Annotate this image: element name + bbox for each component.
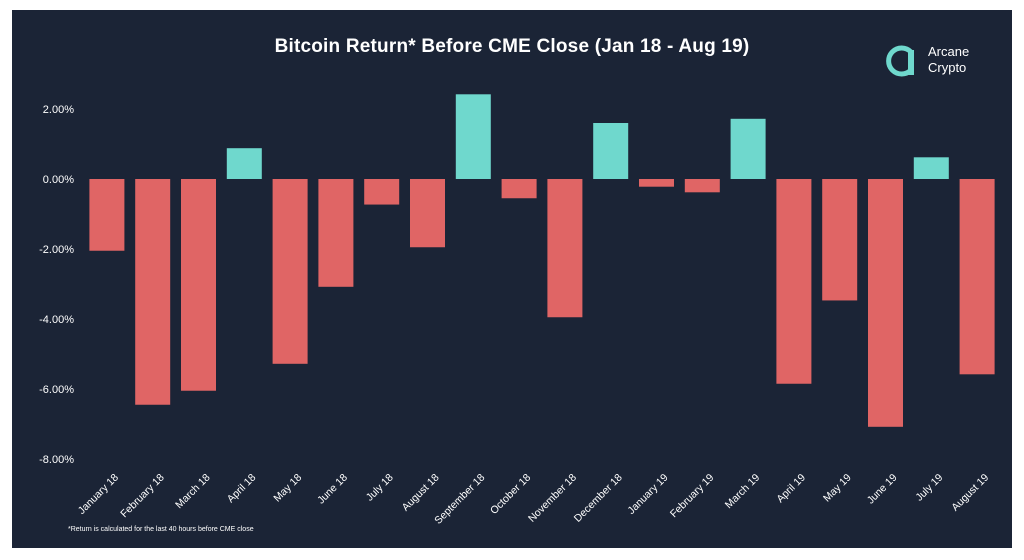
bar (593, 123, 629, 179)
brand-name-line1: Arcane (928, 44, 970, 59)
x-tick-label: July 19 (913, 472, 945, 504)
bar (822, 179, 858, 301)
bar (684, 179, 720, 193)
bar (501, 179, 537, 199)
x-tick-label: June 19 (865, 472, 900, 507)
bar (226, 148, 262, 179)
y-tick-label: -2.00% (39, 244, 74, 256)
bar (455, 94, 491, 179)
bar (639, 179, 674, 187)
y-tick-label: -4.00% (39, 314, 74, 326)
brand-name-line2: Crypto (928, 60, 967, 75)
bar (318, 179, 354, 287)
chart-title: Bitcoin Return* Before CME Close (Jan 18… (274, 36, 750, 57)
x-tick-label: January 19 (625, 472, 670, 517)
bar (776, 179, 812, 384)
bar (181, 179, 216, 391)
bar (547, 179, 583, 318)
x-tick-label: February 19 (668, 472, 717, 521)
bar (913, 157, 949, 179)
footnote: *Return is calculated for the last 40 ho… (68, 526, 254, 533)
bar (410, 179, 445, 248)
bar (364, 179, 400, 205)
x-tick-label: December 18 (572, 472, 625, 525)
x-tick-label: August 19 (949, 472, 991, 514)
x-tick-label: July 18 (364, 472, 396, 504)
bar (868, 179, 903, 427)
bar (959, 179, 995, 375)
x-tick-label: March 19 (723, 472, 763, 512)
x-tick-label: August 18 (400, 472, 442, 514)
bar (89, 179, 125, 251)
bar (135, 179, 171, 405)
x-tick-label: June 18 (315, 472, 350, 507)
y-tick-label: -6.00% (39, 384, 74, 396)
x-tick-label: February 18 (118, 472, 167, 521)
y-tick-label: 0.00% (43, 174, 74, 186)
arcane-logo-icon (886, 45, 914, 77)
bar (730, 118, 766, 179)
x-tick-label: October 18 (488, 472, 533, 517)
x-tick-label: April 19 (774, 472, 808, 506)
bar (272, 179, 308, 364)
y-tick-label: 2.00% (43, 104, 74, 116)
x-tick-label: March 18 (173, 472, 213, 512)
y-tick-label: -8.00% (39, 454, 74, 466)
x-tick-label: April 18 (225, 472, 259, 506)
x-tick-label: May 19 (821, 472, 854, 505)
x-tick-label: January 18 (76, 472, 121, 517)
x-tick-label: May 18 (271, 472, 304, 505)
